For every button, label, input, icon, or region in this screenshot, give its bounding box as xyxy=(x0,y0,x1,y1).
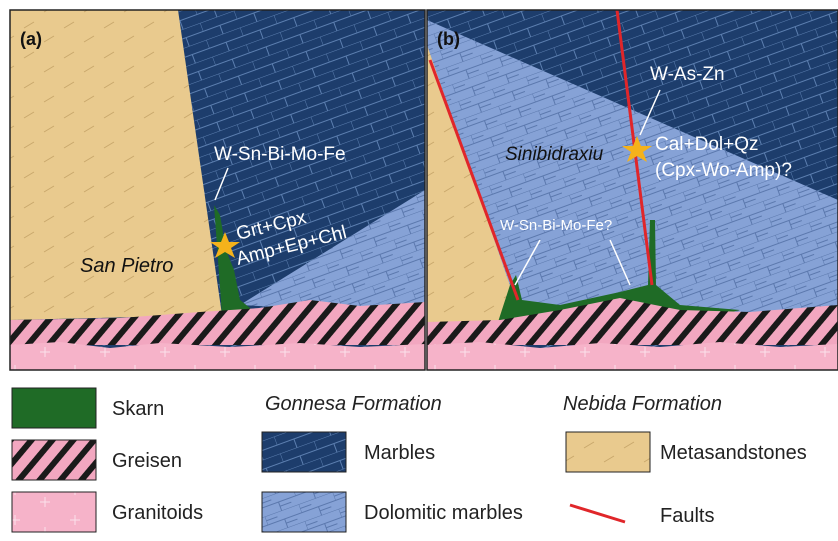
mineralization: W-Sn-Bi-Mo-Fe xyxy=(214,144,346,165)
leader xyxy=(514,239,541,286)
mineralization: W-As-Zn xyxy=(650,64,725,85)
legend-label: Metasandstones xyxy=(660,442,807,464)
leader xyxy=(214,167,229,201)
legend-label: Skarn xyxy=(112,398,164,420)
legend: Skarn Greisen Granitoids Gonnesa Formati… xyxy=(11,387,807,533)
locality: Sinibidraxiu xyxy=(505,144,604,165)
panel-label: (a) xyxy=(20,29,42,49)
star xyxy=(210,232,240,258)
legend-heading: Nebida Formation xyxy=(563,393,722,415)
mineralization: W-Sn-Bi-Mo-Fe? xyxy=(500,217,612,234)
panel-label: (b) xyxy=(437,29,460,49)
swatch xyxy=(261,491,347,533)
leader xyxy=(609,239,631,286)
swatch xyxy=(11,439,97,481)
legend-label: Faults xyxy=(660,505,714,527)
fault xyxy=(428,59,520,301)
star xyxy=(622,136,652,162)
metasandstones xyxy=(10,10,222,320)
panel-b: (b) W-As-Zn Cal+Dol+Qz (Cpx-Wo-Amp)? Sin… xyxy=(426,9,838,371)
skarn xyxy=(214,205,255,315)
legend-label: Dolomitic marbles xyxy=(364,502,523,524)
legend-heading: Gonnesa Formation xyxy=(265,393,442,415)
swatch xyxy=(569,503,626,524)
locality: San Pietro xyxy=(80,255,173,277)
legend-label: Granitoids xyxy=(112,502,203,524)
assemblage: Cal+Dol+Qz xyxy=(655,134,759,155)
legend-label: Greisen xyxy=(112,450,182,472)
dolomitic-marbles xyxy=(427,20,838,320)
leader xyxy=(639,89,661,136)
granitoids xyxy=(10,342,425,370)
swatch xyxy=(261,431,347,473)
swatch xyxy=(565,431,651,473)
assemblage: (Cpx-Wo-Amp)? xyxy=(655,160,792,181)
frame xyxy=(426,9,838,371)
panel-a: (a) W-Sn-Bi-Mo-Fe Grt+Cpx Amp+Ep+Chl San… xyxy=(9,9,426,371)
granitoids xyxy=(427,342,838,370)
swatch xyxy=(11,387,97,429)
legend-label: Marbles xyxy=(364,442,435,464)
greisen xyxy=(427,298,838,345)
dolomitic-marbles xyxy=(240,190,425,315)
greisen xyxy=(10,300,425,345)
frame xyxy=(9,9,426,371)
swatch xyxy=(11,491,97,533)
